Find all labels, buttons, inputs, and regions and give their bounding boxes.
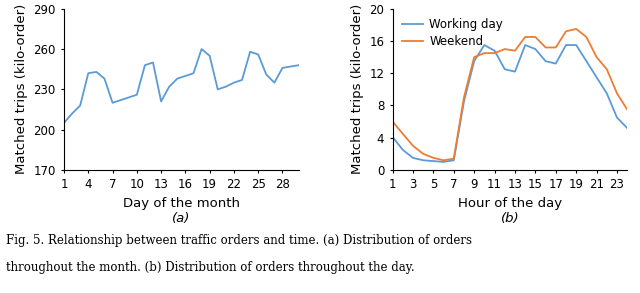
Working day (419, 159, 427, 162)
Weekend (541, 46, 549, 49)
Working day (440, 160, 447, 163)
Weekend (562, 30, 570, 33)
Working day (613, 116, 621, 119)
Weekend (440, 159, 447, 162)
Working day (450, 159, 458, 162)
Weekend (603, 67, 611, 71)
X-axis label: Hour of the day: Hour of the day (458, 197, 562, 210)
Weekend (460, 96, 468, 99)
Weekend (582, 35, 590, 39)
Weekend (552, 46, 559, 49)
Weekend (481, 51, 488, 55)
Working day (470, 59, 478, 63)
Working day (562, 43, 570, 47)
Weekend (450, 157, 458, 161)
Y-axis label: Matched trips (kilo-order): Matched trips (kilo-order) (351, 4, 364, 175)
Working day (481, 43, 488, 47)
Working day (541, 59, 549, 63)
Working day (429, 159, 437, 163)
Weekend (470, 55, 478, 59)
Working day (593, 76, 600, 79)
Working day (460, 100, 468, 103)
Text: Fig. 5. Relationship between traffic orders and time. (a) Distribution of orders: Fig. 5. Relationship between traffic ord… (6, 234, 472, 247)
Working day (511, 70, 519, 74)
Text: throughout the month. (b) Distribution of orders throughout the day.: throughout the month. (b) Distribution o… (6, 261, 415, 274)
Line: Weekend: Weekend (392, 29, 627, 160)
Text: (b): (b) (500, 212, 519, 225)
X-axis label: Day of the month: Day of the month (123, 197, 240, 210)
Y-axis label: Matched trips (kilo-order): Matched trips (kilo-order) (15, 4, 28, 175)
Weekend (409, 144, 417, 148)
Working day (388, 135, 396, 139)
Weekend (511, 49, 519, 52)
Weekend (532, 35, 540, 39)
Working day (582, 59, 590, 63)
Working day (522, 43, 529, 47)
Working day (501, 67, 509, 71)
Working day (532, 47, 540, 51)
Weekend (593, 55, 600, 59)
Working day (552, 62, 559, 65)
Working day (603, 92, 611, 95)
Text: (a): (a) (172, 212, 191, 225)
Weekend (522, 35, 529, 39)
Weekend (491, 51, 499, 55)
Weekend (429, 156, 437, 160)
Weekend (419, 152, 427, 156)
Legend: Working day, Weekend: Working day, Weekend (399, 15, 506, 51)
Weekend (613, 92, 621, 95)
Working day (399, 148, 406, 151)
Working day (491, 49, 499, 52)
Weekend (399, 132, 406, 135)
Working day (572, 43, 580, 47)
Weekend (388, 120, 396, 123)
Working day (623, 126, 631, 130)
Weekend (572, 27, 580, 31)
Weekend (501, 47, 509, 51)
Line: Working day: Working day (392, 45, 627, 162)
Weekend (623, 108, 631, 111)
Working day (409, 156, 417, 160)
